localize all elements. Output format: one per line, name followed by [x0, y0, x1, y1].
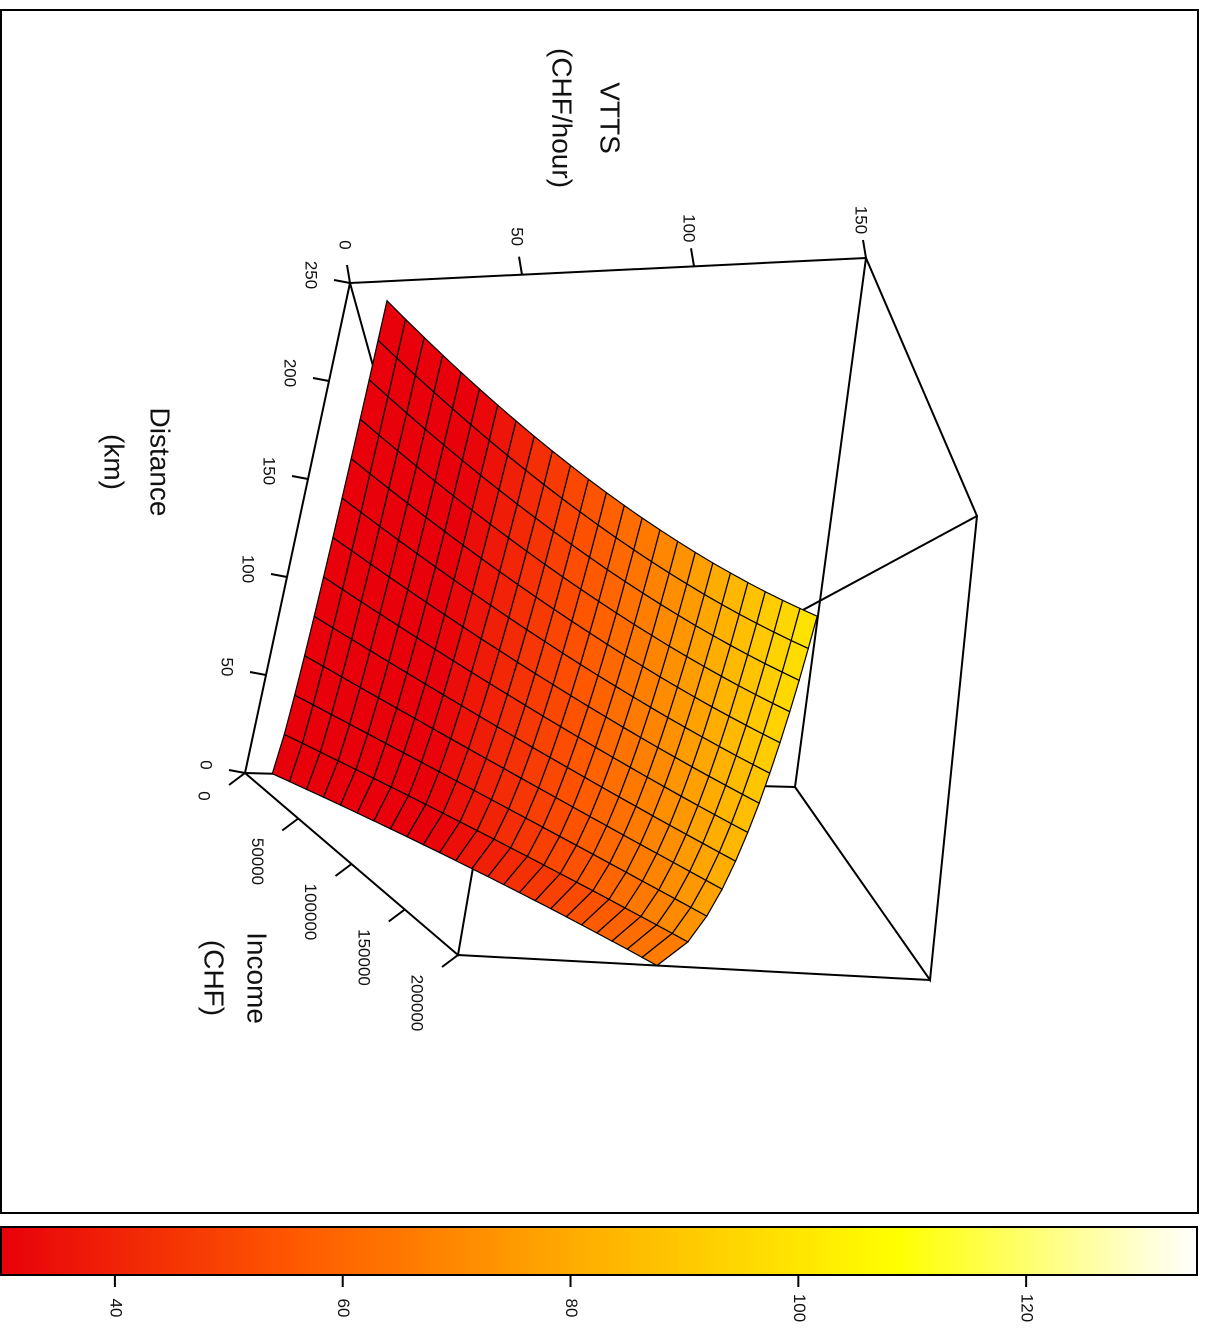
vtts-surface: [271, 299, 818, 967]
income-tick: [441, 954, 459, 968]
colorbar-tick-label: 120: [1018, 1294, 1037, 1322]
z-axis-unit: (CHF/hour): [547, 48, 578, 188]
income-tick-label: 150000: [354, 929, 373, 986]
income-tick-label: 100000: [301, 884, 320, 941]
colorbar-ticks: 40 60 80 100 120: [106, 1275, 1037, 1322]
income-tick: [281, 817, 299, 832]
distance-tick: [249, 671, 267, 676]
income-tick: [388, 908, 406, 923]
income-tick-label: 200000: [408, 975, 427, 1032]
distance-tick: [333, 279, 351, 284]
distance-axis-unit: (km): [99, 434, 130, 490]
z-tick-label: 0: [336, 240, 355, 249]
axis-labels: 0 50 100 150 VTTS (CHF/hour) 0 50 100 150 200 250 Di…: [99, 48, 871, 1031]
distance-tick: [228, 769, 246, 774]
plot-frame: [0, 9, 1199, 1214]
box-edge-distance: [349, 257, 867, 284]
distance-axis-label: Distance: [145, 408, 176, 517]
distance-tick: [270, 573, 288, 578]
z-tick: [862, 239, 867, 259]
z-tick-label: 50: [508, 227, 527, 246]
distance-tick-label: 100: [239, 555, 258, 583]
distance-tick-label: 150: [260, 457, 279, 485]
axis-ticks: [228, 239, 867, 968]
distance-tick: [312, 377, 330, 382]
z-tick-label: 100: [680, 214, 699, 242]
distance-tick-label: 0: [197, 760, 216, 769]
colorbar-tick-label: 40: [106, 1299, 125, 1318]
z-tick-label: 150: [852, 206, 871, 234]
colorbar: [0, 1226, 1198, 1276]
income-tick-label: 0: [195, 791, 214, 800]
z-tick: [690, 248, 695, 267]
colorbar-tick-label: 80: [562, 1299, 581, 1318]
z-axis-label: VTTS: [595, 82, 626, 154]
income-axis-unit: (CHF): [199, 940, 230, 1016]
surface-facet: [790, 607, 818, 650]
z-tick: [518, 256, 523, 275]
distance-tick-label: 50: [218, 658, 237, 677]
box-edge-income: [457, 954, 931, 981]
colorbar-tick-label: 60: [334, 1299, 353, 1318]
box-top-face: [794, 254, 979, 983]
income-axis-label: Income: [242, 932, 273, 1024]
income-tick: [228, 772, 246, 786]
distance-tick-label: 200: [281, 359, 300, 387]
distance-tick: [291, 475, 309, 480]
income-tick: [334, 863, 353, 877]
colorbar-tick-label: 100: [790, 1294, 809, 1322]
z-tick: [346, 264, 351, 284]
distance-tick-label: 250: [302, 261, 321, 289]
income-tick-label: 50000: [248, 838, 267, 885]
